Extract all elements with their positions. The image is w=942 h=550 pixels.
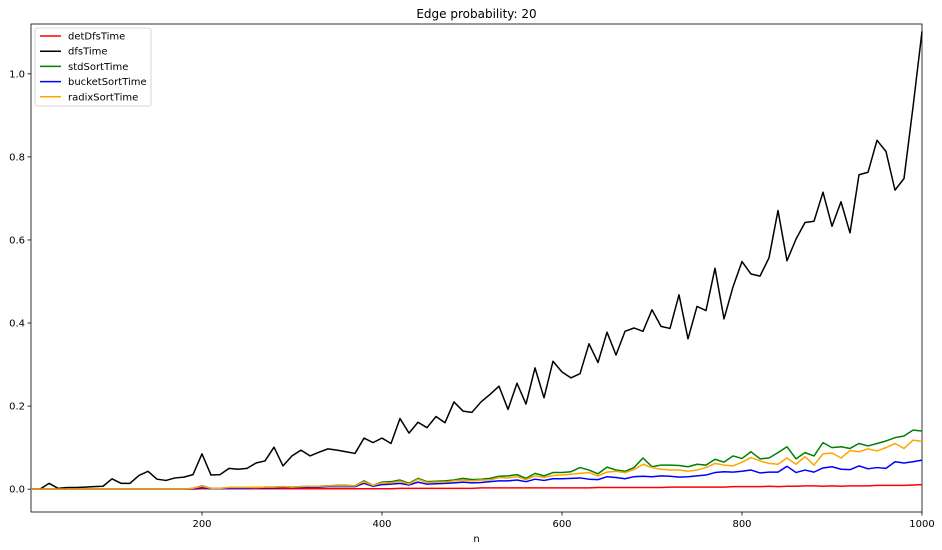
chart-title: Edge probability: 20 (416, 7, 536, 21)
y-tick-label: 0.4 (9, 319, 25, 330)
x-tick-label: 600 (552, 519, 571, 530)
y-tick-label: 1.0 (9, 69, 25, 80)
x-axis-label: n (473, 534, 479, 545)
x-tick-label: 400 (372, 519, 391, 530)
legend-label-dfsTime: dfsTime (68, 47, 108, 58)
legend-label-bucketSortTime: bucketSortTime (68, 77, 147, 88)
y-tick-label: 0.6 (9, 235, 25, 246)
y-tick-label: 0.0 (9, 485, 25, 496)
y-axis: 0.0 0.2 0.4 0.6 0.8 1.0 (9, 69, 31, 496)
x-tick-label: 800 (732, 519, 751, 530)
y-tick-label: 0.8 (9, 152, 25, 163)
y-tick-label: 0.2 (9, 402, 25, 413)
legend-label-stdSortTime: stdSortTime (68, 62, 128, 73)
x-tick-label: 200 (192, 519, 211, 530)
series-lines (31, 31, 923, 490)
legend-label-radixSortTime: radixSortTime (68, 92, 138, 103)
legend-box (34, 27, 152, 107)
legend: detDfsTime dfsTime stdSortTime bucketSortTi… (34, 27, 152, 107)
plot-frame (30, 23, 923, 513)
series-line-dfsTime (31, 31, 923, 490)
legend-label-detDfsTime: detDfsTime (68, 32, 125, 43)
series-line-bucketSortTime (31, 459, 923, 490)
series-line-radixSortTime (31, 439, 923, 490)
x-axis: 200 400 600 800 1000 (192, 512, 935, 530)
x-tick-label: 1000 (909, 519, 934, 530)
